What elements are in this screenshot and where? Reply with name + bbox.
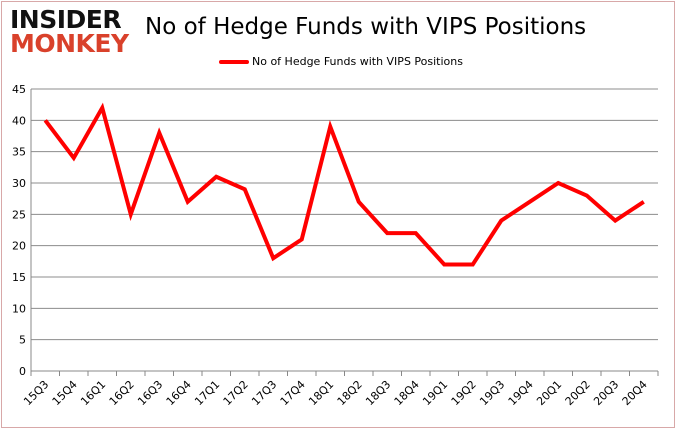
x-tick-label: 16Q2	[107, 378, 137, 408]
y-tick-label: 35	[12, 146, 26, 159]
x-tick-label: 19Q4	[506, 378, 536, 408]
insider-monkey-logo: INSIDER MONKEY	[10, 5, 129, 58]
series-line	[43, 102, 645, 267]
logo-line2: MONKEY	[10, 29, 129, 58]
y-tick-label: 40	[12, 114, 26, 127]
y-tick-label: 45	[12, 83, 26, 96]
x-tick-label: 18Q4	[392, 378, 422, 408]
y-tick-label: 20	[12, 240, 26, 253]
x-tick-label: 18Q1	[306, 378, 336, 408]
x-tick-label: 16Q4	[164, 378, 194, 408]
x-tick-label: 19Q3	[477, 378, 507, 408]
x-tick-label: 17Q3	[249, 378, 279, 408]
x-tick-label: 20Q4	[620, 378, 650, 408]
legend-label: No of Hedge Funds with VIPS Positions	[252, 55, 463, 68]
x-tick-label: 16Q3	[135, 378, 165, 408]
x-tick-label: 17Q1	[192, 378, 222, 408]
x-tick-label: 17Q4	[278, 378, 308, 408]
legend: No of Hedge Funds with VIPS Positions	[219, 55, 463, 68]
x-tick-label: 15Q3	[21, 378, 51, 408]
x-tick-label: 19Q2	[449, 378, 479, 408]
legend-swatch	[219, 59, 249, 64]
x-tick-label: 19Q1	[420, 378, 450, 408]
logo-line1: INSIDER	[10, 5, 122, 34]
y-tick-label: 25	[12, 208, 26, 221]
y-tick-label: 10	[12, 302, 26, 315]
y-tick-label: 0	[19, 365, 26, 378]
chart-title: No of Hedge Funds with VIPS Positions	[145, 14, 587, 40]
x-tick-label: 18Q3	[363, 378, 393, 408]
x-tick-label: 20Q1	[534, 378, 564, 408]
x-tick-label: 15Q4	[50, 378, 80, 408]
y-tick-label: 15	[12, 271, 26, 284]
x-tick-label: 17Q2	[221, 378, 251, 408]
x-tick-label: 20Q3	[591, 378, 621, 408]
y-tick-label: 5	[19, 334, 26, 347]
x-tick-label: 20Q2	[563, 378, 593, 408]
x-tick-label: 16Q1	[78, 378, 108, 408]
x-tick-label: 18Q2	[335, 378, 365, 408]
y-tick-label: 30	[12, 177, 26, 190]
